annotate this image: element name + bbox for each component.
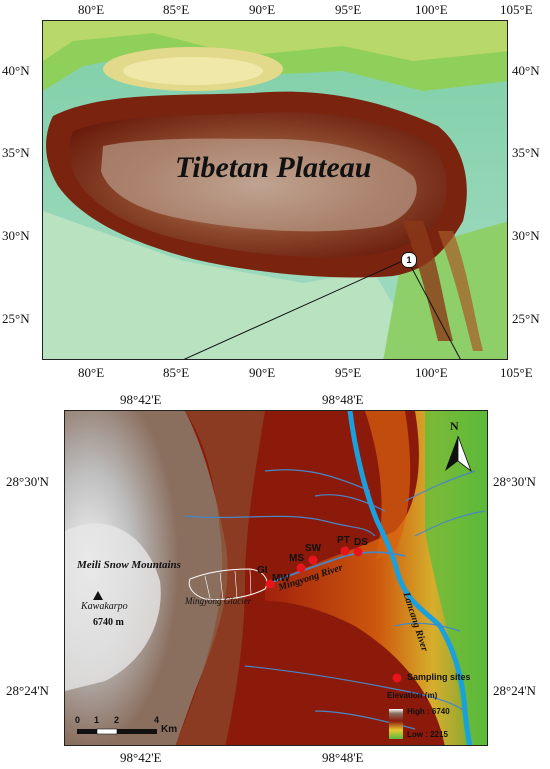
detail-relief (65, 411, 487, 745)
study-area-marker: 1 (401, 252, 417, 268)
top-lat-label-right: 25°N (512, 311, 540, 326)
kawakarpo-elevation: 6740 m (93, 617, 124, 628)
site-GI-point (265, 579, 275, 589)
top-lat-label-left: 25°N (2, 311, 30, 326)
top-lon-label: 105°E (500, 2, 533, 17)
site-label-SW: SW (305, 543, 322, 554)
top-lat-label-right: 30°N (512, 228, 540, 243)
bottom-lon-label: 105°E (500, 365, 533, 380)
detail-lon-label-top: 98°48'E (322, 392, 364, 407)
scale-tick-0: 0 (75, 715, 81, 725)
site-label-MS: MS (289, 553, 304, 564)
summit-marker-icon (93, 591, 103, 600)
top-lon-label: 90°E (249, 2, 276, 17)
top-lat-label-left: 40°N (2, 63, 30, 78)
site-DS-point (353, 547, 363, 557)
bottom-lon-label: 95°E (335, 365, 362, 380)
glacier-outline (188, 568, 268, 600)
bottom-lon-label: 80°E (78, 365, 105, 380)
detail-lon-label-bottom: 98°42'E (120, 750, 162, 765)
bottom-lon-label: 85°E (163, 365, 190, 380)
north-label: N (450, 419, 459, 433)
elevation-colorbar (389, 709, 403, 739)
site-label-MW: MW (272, 573, 290, 584)
scale-tick-1: 1 (94, 715, 100, 725)
kawakarpo-label: Kawakarpo (81, 601, 128, 612)
region-title: Tibetan Plateau (175, 151, 372, 184)
legend-elevation-title: Elevation (m) (387, 691, 438, 700)
top-lon-label: 85°E (163, 2, 190, 17)
legend-low-label: Low : 2215 (407, 730, 448, 739)
site-PT-point (340, 546, 350, 556)
legend-site-icon (392, 673, 402, 683)
top-lon-label: 100°E (415, 2, 448, 17)
bottom-lon-label: 90°E (249, 365, 276, 380)
detail-lon-label-bottom: 98°48'E (322, 750, 364, 765)
meili-label: Meili Snow Mountains (77, 559, 181, 571)
overview-relief (43, 21, 507, 359)
detail-map: Meili Snow Mountains Kawakarpo 6740 m Mi… (64, 410, 488, 746)
site-MS-point (296, 563, 306, 573)
top-lon-label: 80°E (78, 2, 105, 17)
site-label-DS: DS (354, 537, 368, 548)
site-label-GI: GI (257, 565, 268, 576)
legend-high-label: High : 6740 (407, 707, 450, 716)
detail-lat-label-right: 28°30'N (493, 474, 536, 489)
scale-tick-2: 2 (114, 715, 120, 725)
site-SW-point (308, 555, 318, 565)
lancang-river-line (347, 411, 473, 745)
detail-lat-label-left: 28°30'N (6, 474, 49, 489)
legend-sampling-label: Sampling sites (407, 672, 471, 682)
glacier-label: Mingyong Glacier (185, 596, 252, 606)
scale-unit: Km (161, 724, 178, 735)
detail-lon-label-top: 98°42'E (120, 392, 162, 407)
top-lat-label-left: 35°N (2, 145, 30, 160)
north-arrow-icon (445, 435, 472, 473)
site-label-PT: PT (337, 535, 350, 546)
overview-map: Tibetan Plateau 1 (42, 20, 508, 360)
top-lat-label-left: 30°N (2, 228, 30, 243)
top-lon-label: 95°E (335, 2, 362, 17)
bottom-lon-label: 100°E (415, 365, 448, 380)
scale-tick-4: 4 (154, 715, 160, 725)
mingyong-river-line (269, 551, 406, 584)
detail-lat-label-left: 28°24'N (6, 683, 49, 698)
scale-bar (77, 728, 157, 735)
top-lat-label-right: 40°N (512, 63, 540, 78)
detail-lat-label-right: 28°24'N (493, 683, 536, 698)
top-lat-label-right: 35°N (512, 145, 540, 160)
